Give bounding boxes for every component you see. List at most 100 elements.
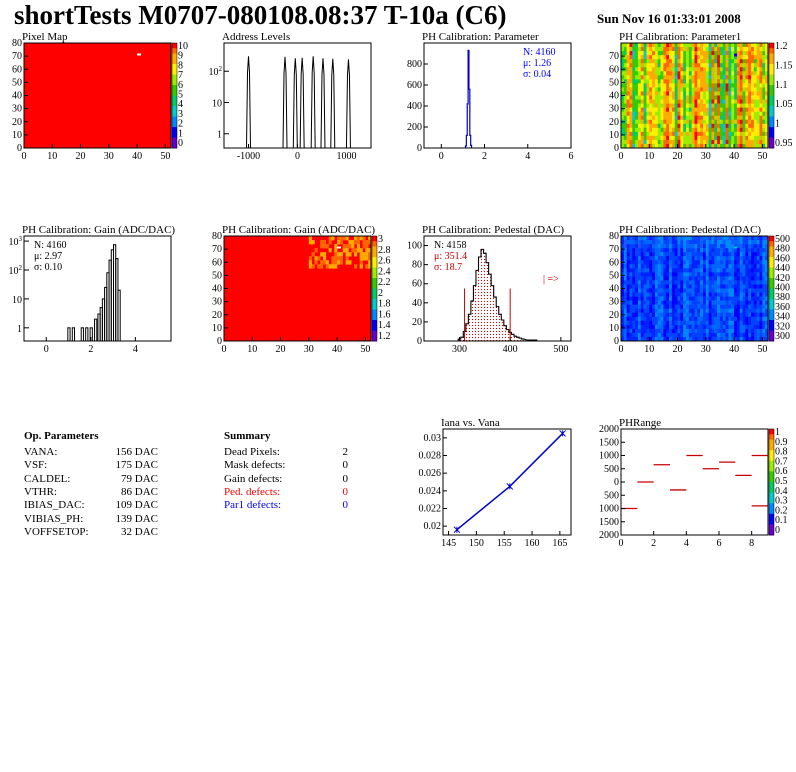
heatmap-cell: [657, 91, 661, 96]
heatmap-cell: [623, 135, 627, 141]
heatmap-cell: [702, 268, 707, 273]
y-tick-label: 1000: [599, 451, 619, 462]
heatmap-cell: [702, 252, 707, 257]
heatmap-cell: [722, 103, 726, 108]
heatmap-cell: [640, 256, 644, 261]
colorbar-label: 1.6: [378, 309, 391, 320]
heatmap-cell: [637, 79, 642, 84]
heatmap-cell: [719, 91, 724, 96]
heatmap-cell: [717, 123, 721, 129]
heatmap-cell: [671, 248, 676, 253]
y-tick-label: 10: [12, 295, 22, 306]
heatmap-cell: [691, 127, 695, 133]
colorbar-label: 0.5: [775, 476, 788, 487]
heatmap-cell: [649, 320, 653, 326]
op-param-label: VIBIAS_PH:: [24, 512, 84, 525]
heatmap-cell: [686, 99, 690, 104]
heatmap-cell: [646, 87, 650, 92]
heatmap-cell: [756, 328, 760, 334]
heatmap-cell: [753, 336, 757, 342]
heatmap-cell: [666, 324, 670, 330]
heatmap-cell: [734, 324, 738, 330]
heatmap-cell: [748, 131, 752, 137]
heatmap-cell: [640, 55, 644, 60]
heatmap-cell: [666, 236, 670, 241]
heatmap-cell: [646, 43, 650, 48]
heatmap-cell: [626, 264, 630, 269]
colorbar-cell: [172, 106, 177, 112]
heatmap-cell: [626, 47, 630, 52]
heatmap-cell: [649, 83, 653, 88]
heatmap-cell: [717, 240, 721, 245]
heatmap-cell: [734, 95, 738, 100]
heatmap-cell: [683, 264, 687, 269]
colorbar-cell: [372, 293, 377, 300]
heatmap-cell: [700, 75, 704, 80]
heatmap-cell: [742, 103, 746, 108]
x-tick-label: 50: [160, 151, 170, 162]
heatmap-cell: [328, 240, 332, 245]
heatmap-cell: [705, 308, 709, 314]
heatmap-cell: [654, 115, 659, 121]
heatmap-cell: [722, 87, 726, 92]
heatmap-cell: [660, 284, 664, 289]
heatmap-cell: [629, 308, 633, 314]
heatmap-cell: [722, 79, 726, 84]
heatmap-cell: [708, 135, 712, 141]
heatmap-cell: [660, 63, 664, 68]
heatmap-cell: [756, 143, 760, 149]
heatmap-cell: [705, 43, 709, 48]
heatmap-cell: [683, 280, 687, 285]
heatmap-cell: [736, 87, 741, 92]
heatmap-cell: [751, 79, 755, 84]
heatmap-cell: [669, 236, 673, 241]
heatmap-cell: [753, 256, 757, 261]
stat-sigma: σ: 18.7: [434, 262, 462, 273]
x-tick-label: 4: [525, 151, 530, 162]
heatmap-cell: [714, 103, 718, 108]
heatmap-cell: [686, 244, 690, 249]
heatmap-cell: [680, 131, 684, 137]
heatmap-cell: [688, 135, 692, 141]
heatmap-cell: [368, 252, 372, 257]
heatmap-cell: [748, 111, 752, 116]
heatmap-cell: [748, 284, 752, 289]
heatmap-cell: [765, 63, 769, 68]
heatmap-cell: [646, 296, 650, 301]
heatmap-cell: [734, 292, 738, 297]
heatmap-cell: [762, 51, 766, 56]
date-stamp: Sun Nov 16 01:33:01 2008: [597, 11, 741, 26]
heatmap-cell: [632, 115, 636, 121]
heatmap-cell: [725, 75, 729, 80]
heatmap-cell: [751, 296, 755, 301]
x-tick-label: 8: [749, 538, 754, 549]
heatmap-cell: [686, 63, 690, 68]
heatmap-cell: [759, 280, 763, 285]
heatmap-cell: [762, 143, 766, 149]
heatmap-cell: [745, 95, 749, 100]
heatmap-cell: [637, 292, 642, 297]
heatmap-cell: [362, 256, 366, 261]
y-tick-label: 80: [12, 38, 22, 49]
heatmap-cell: [669, 312, 673, 318]
heatmap-cell: [736, 276, 741, 281]
colorbar-label: 1: [775, 119, 780, 130]
heatmap-cell: [671, 63, 676, 68]
heatmap-cell: [714, 248, 718, 253]
heatmap-cell: [632, 264, 636, 269]
heatmap-cell: [643, 312, 647, 318]
heatmap-cell: [626, 119, 630, 125]
heatmap-cell: [739, 308, 743, 314]
heatmap-cell: [671, 123, 676, 129]
heatmap-cell: [705, 244, 709, 249]
heatmap-cell: [762, 300, 766, 305]
heatmap-cell: [640, 288, 644, 293]
heatmap-cell: [734, 107, 738, 112]
heatmap-cell: [688, 284, 692, 289]
heatmap-cell: [739, 143, 743, 149]
heatmap-cell: [731, 87, 735, 92]
heatmap-cell: [762, 272, 766, 277]
colorbar-cell: [769, 455, 774, 462]
heatmap-cell: [623, 324, 627, 330]
heatmap-cell: [677, 240, 681, 245]
